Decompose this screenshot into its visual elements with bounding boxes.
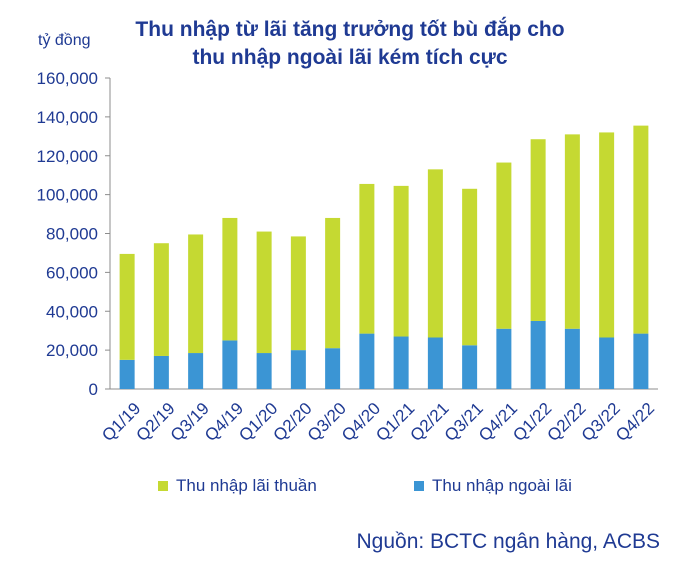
chart-title-line2: thu nhập ngoài lãi kém tích cực bbox=[192, 46, 508, 69]
bar-net-interest-income bbox=[496, 162, 512, 329]
y-tick-label: 0 bbox=[89, 380, 98, 399]
x-tick-label: Q4/20 bbox=[338, 399, 384, 445]
x-tick-label: Q1/19 bbox=[98, 399, 144, 445]
source-note: Nguồn: BCTC ngân hàng, ACBS bbox=[356, 530, 660, 553]
legend-swatch-net-interest bbox=[158, 481, 168, 491]
y-tick-label: 20,000 bbox=[46, 341, 98, 360]
bar-net-interest-income bbox=[290, 236, 306, 351]
y-tick-label: 100,000 bbox=[37, 186, 98, 205]
bar-non-interest-income bbox=[325, 348, 341, 389]
bar-non-interest-income bbox=[496, 328, 512, 389]
x-tick-label: Q3/19 bbox=[167, 399, 213, 445]
bar-non-interest-income bbox=[530, 320, 546, 389]
bar-net-interest-income bbox=[188, 234, 204, 354]
x-tick-label: Q1/20 bbox=[235, 399, 281, 445]
legend-swatch-non-interest bbox=[414, 481, 424, 491]
bar-non-interest-income bbox=[222, 340, 238, 389]
chart-title-line1: Thu nhập từ lãi tăng trưởng tốt bù đắp c… bbox=[135, 18, 565, 41]
bar-non-interest-income bbox=[119, 359, 135, 389]
y-tick-label: 80,000 bbox=[46, 225, 98, 244]
x-tick-label: Q1/21 bbox=[372, 399, 418, 445]
bar-net-interest-income bbox=[222, 217, 238, 341]
bar-net-interest-income bbox=[427, 169, 443, 338]
bar-non-interest-income bbox=[599, 337, 615, 389]
x-tick-label: Q2/22 bbox=[544, 399, 590, 445]
x-tick-label: Q2/21 bbox=[407, 399, 453, 445]
legend-item-non-interest: Thu nhập ngoài lãi bbox=[414, 476, 572, 496]
x-tick-label: Q2/20 bbox=[270, 399, 316, 445]
x-tick-label: Q4/19 bbox=[201, 399, 247, 445]
bar-non-interest-income bbox=[256, 353, 272, 389]
y-tick-label: 40,000 bbox=[46, 302, 98, 321]
bar-net-interest-income bbox=[564, 134, 580, 329]
chart-title: Thu nhập từ lãi tăng trưởng tốt bù đắp c… bbox=[0, 16, 700, 72]
x-tick-label: Q3/20 bbox=[304, 399, 350, 445]
x-tick-label: Q4/22 bbox=[612, 399, 658, 445]
bar-net-interest-income bbox=[530, 139, 546, 321]
legend-label-net-interest: Thu nhập lãi thuần bbox=[176, 476, 317, 495]
y-tick-label: 60,000 bbox=[46, 263, 98, 282]
bar-non-interest-income bbox=[188, 353, 204, 389]
bar-net-interest-income bbox=[462, 188, 478, 346]
bar-non-interest-income bbox=[393, 336, 409, 389]
bar-non-interest-income bbox=[564, 328, 580, 389]
x-tick-label: Q4/21 bbox=[475, 399, 521, 445]
y-tick-label: 160,000 bbox=[37, 69, 98, 88]
bar-net-interest-income bbox=[599, 132, 615, 338]
bar-non-interest-income bbox=[427, 337, 443, 389]
legend-label-non-interest: Thu nhập ngoài lãi bbox=[432, 476, 572, 495]
y-tick-label: 140,000 bbox=[37, 108, 98, 127]
bar-non-interest-income bbox=[633, 333, 649, 389]
bar-net-interest-income bbox=[153, 243, 169, 356]
unit-label: tỷ đồng bbox=[38, 32, 91, 49]
x-tick-label: Q1/22 bbox=[509, 399, 555, 445]
y-tick-label: 120,000 bbox=[37, 147, 98, 166]
x-tick-label: Q2/19 bbox=[133, 399, 179, 445]
bar-non-interest-income bbox=[290, 350, 306, 389]
bar-non-interest-income bbox=[359, 333, 375, 389]
x-tick-label: Q3/22 bbox=[578, 399, 624, 445]
legend-item-net-interest: Thu nhập lãi thuần bbox=[158, 476, 317, 496]
bar-net-interest-income bbox=[256, 231, 272, 354]
bar-net-interest-income bbox=[325, 217, 341, 349]
bar-non-interest-income bbox=[153, 355, 169, 389]
bar-net-interest-income bbox=[119, 253, 135, 360]
bar-non-interest-income bbox=[462, 345, 478, 389]
bar-net-interest-income bbox=[359, 183, 375, 334]
bar-net-interest-income bbox=[633, 125, 649, 334]
x-tick-label: Q3/21 bbox=[441, 399, 487, 445]
bar-net-interest-income bbox=[393, 185, 409, 337]
